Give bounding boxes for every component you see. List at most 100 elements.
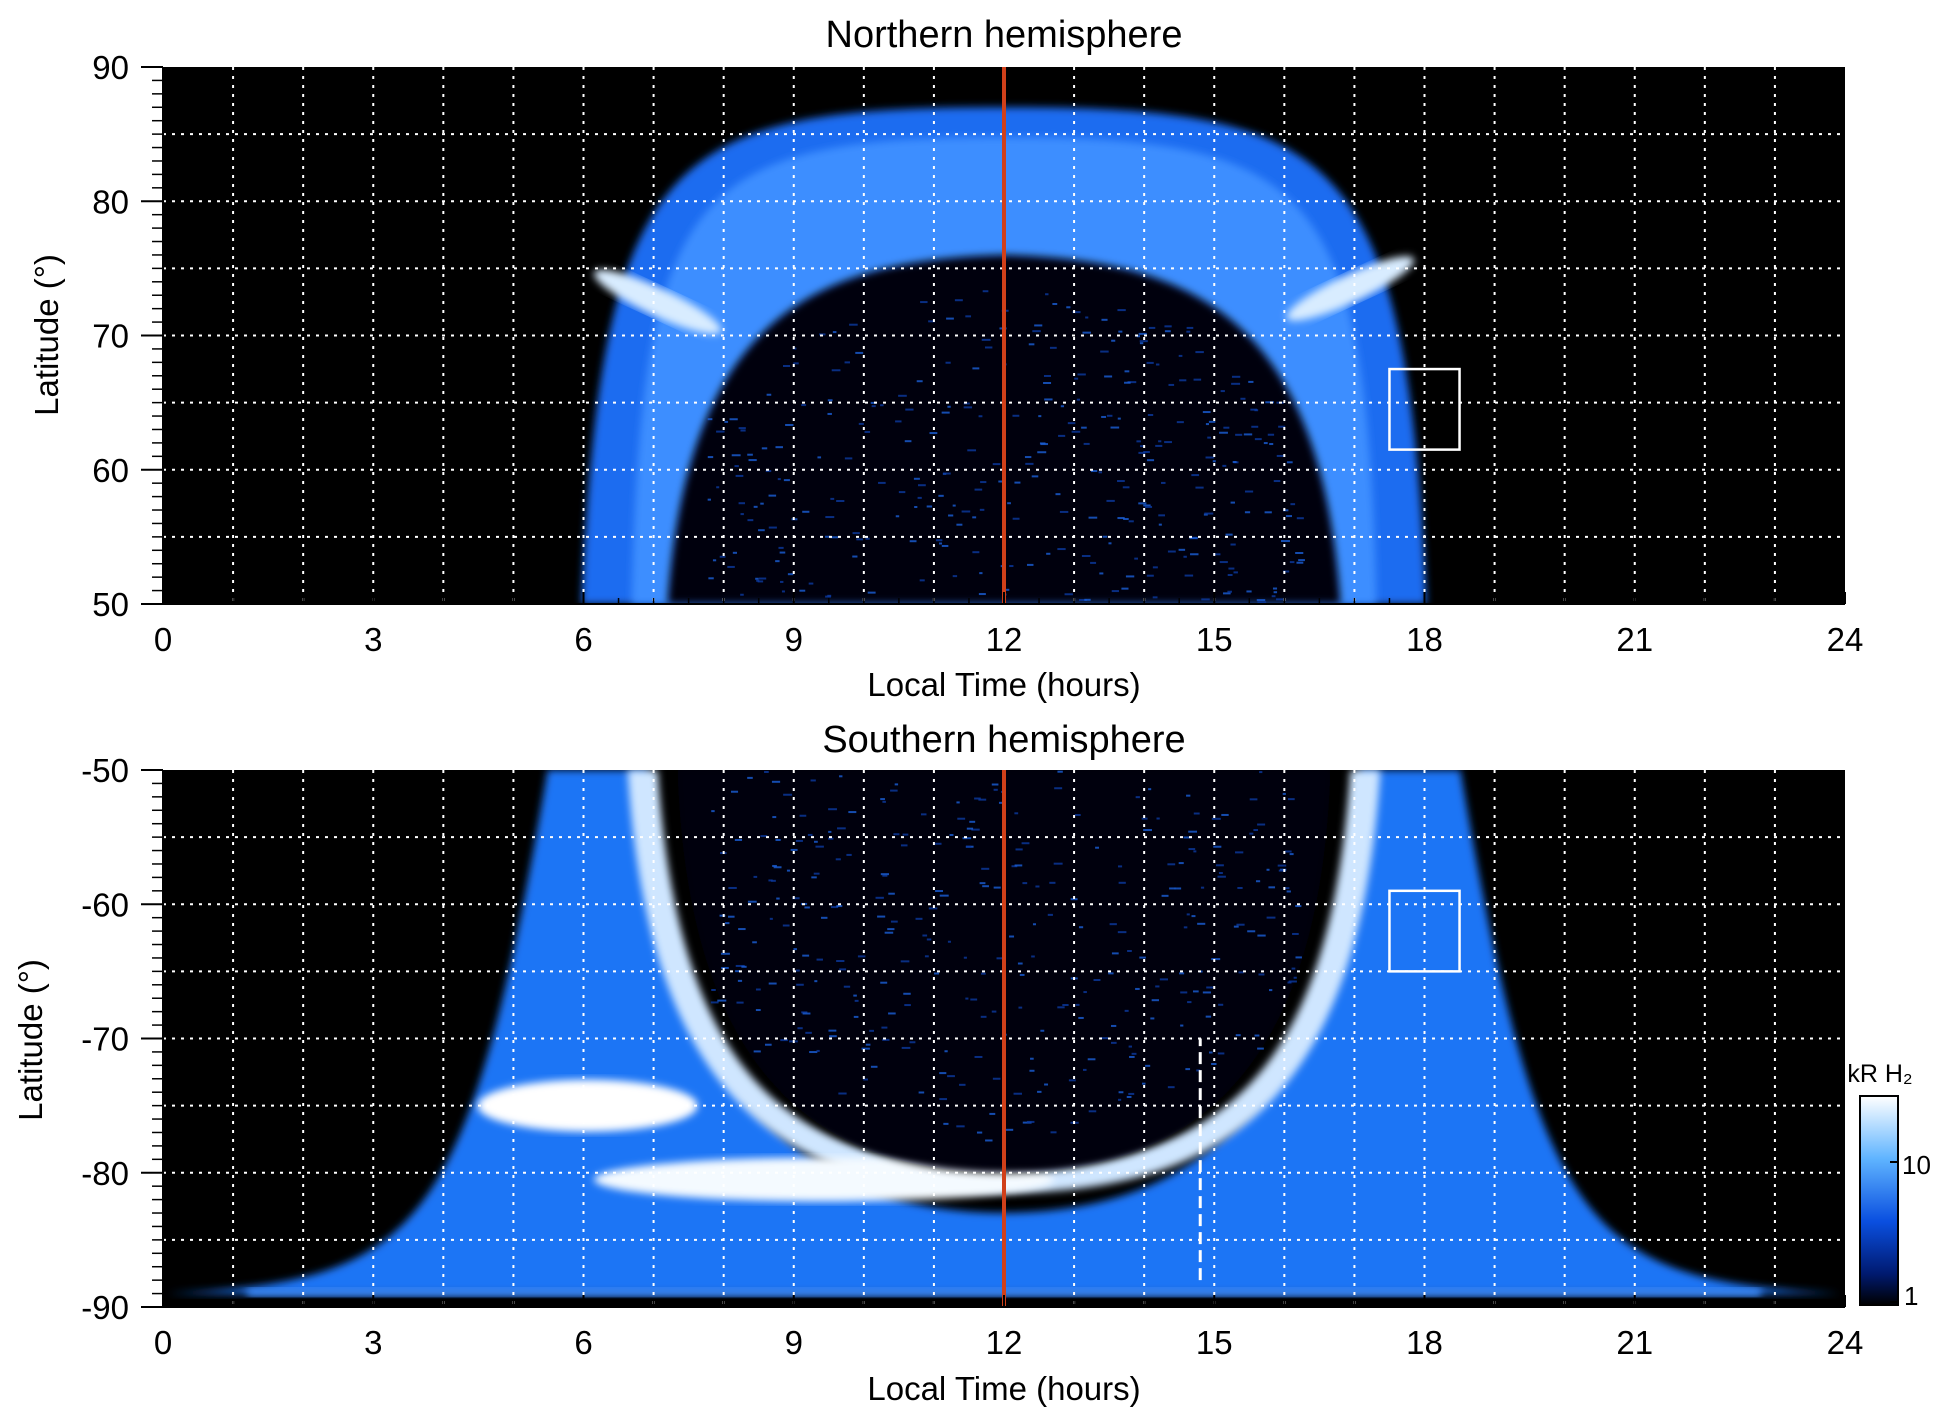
- speckle: [956, 801, 960, 804]
- speckle: [1038, 415, 1042, 418]
- speckle: [1164, 325, 1172, 328]
- speckle: [1227, 573, 1233, 576]
- speckle: [1009, 935, 1015, 938]
- speckle: [1296, 517, 1304, 520]
- speckle: [1282, 792, 1286, 795]
- speckle: [1243, 433, 1253, 436]
- speckle: [772, 816, 777, 819]
- speckle: [877, 915, 886, 918]
- speckle: [719, 914, 726, 917]
- speckle: [1043, 374, 1051, 377]
- speckle: [814, 980, 818, 983]
- speckle: [871, 405, 876, 408]
- speckle: [1286, 461, 1293, 464]
- speckle: [1283, 509, 1289, 512]
- y-axis-label: Latitude (°): [28, 254, 65, 416]
- speckle: [880, 798, 885, 801]
- speckle: [1180, 991, 1188, 994]
- speckle: [979, 508, 985, 511]
- speckle: [828, 837, 834, 840]
- speckle: [890, 920, 898, 923]
- speckle: [801, 1011, 808, 1014]
- speckle: [1287, 981, 1292, 984]
- speckle: [1131, 1052, 1137, 1055]
- speckle: [1211, 958, 1221, 961]
- speckle: [730, 790, 739, 793]
- speckle: [1077, 373, 1086, 376]
- speckle: [1028, 343, 1035, 346]
- speckle: [1085, 316, 1089, 319]
- y-tick-label: 60: [92, 452, 129, 489]
- speckle: [1026, 1120, 1035, 1123]
- speckle: [1017, 962, 1023, 965]
- speckle: [1191, 474, 1200, 477]
- speckle: [761, 447, 768, 450]
- speckle: [944, 1050, 948, 1053]
- speckle: [1158, 523, 1162, 526]
- speckle: [1186, 913, 1190, 916]
- speckle: [1215, 864, 1224, 867]
- x-tick-label: 18: [1406, 621, 1443, 658]
- x-tick-label: 24: [1827, 621, 1864, 658]
- speckle: [1249, 798, 1258, 801]
- speckle: [1032, 330, 1041, 333]
- speckle: [1040, 443, 1049, 446]
- speckle: [825, 516, 835, 519]
- speckle: [991, 783, 999, 786]
- speckle: [1088, 1110, 1097, 1113]
- speckle: [795, 839, 803, 842]
- speckle: [881, 1026, 888, 1029]
- speckle: [793, 362, 799, 365]
- speckle: [1095, 846, 1100, 849]
- speckle: [1025, 462, 1034, 465]
- speckle: [974, 1055, 983, 1058]
- x-tick-label: 0: [154, 621, 172, 658]
- speckle: [1122, 486, 1130, 489]
- speckle: [1108, 542, 1112, 545]
- speckle: [981, 972, 986, 975]
- speckle: [970, 998, 978, 1001]
- speckle: [1227, 590, 1233, 593]
- speckle: [1014, 864, 1023, 867]
- speckle: [1183, 926, 1188, 929]
- speckle: [769, 917, 773, 920]
- speckle: [1197, 922, 1206, 925]
- speckle: [1211, 817, 1221, 820]
- speckle: [890, 789, 898, 792]
- y-tick-label: 80: [92, 183, 129, 220]
- speckle: [1059, 510, 1069, 513]
- speckle: [1067, 422, 1076, 425]
- speckle: [1240, 397, 1246, 400]
- speckle: [979, 882, 986, 885]
- speckle: [765, 470, 772, 473]
- x-tick-label: 3: [364, 1324, 382, 1361]
- speckle: [827, 399, 833, 402]
- speckle: [787, 573, 794, 576]
- speckle: [1192, 990, 1199, 993]
- speckle: [716, 486, 720, 489]
- speckle: [1184, 574, 1194, 577]
- speckle: [992, 463, 1001, 466]
- y-tick-label: 70: [92, 318, 129, 355]
- speckle: [712, 559, 717, 562]
- speckle: [934, 842, 942, 845]
- speckle: [1135, 796, 1140, 799]
- speckle: [1053, 862, 1063, 865]
- speckle: [719, 555, 726, 558]
- speckle: [836, 500, 845, 503]
- speckle: [816, 958, 823, 961]
- speckle: [981, 867, 990, 870]
- speckle: [1155, 363, 1160, 366]
- speckle: [837, 827, 846, 830]
- speckle: [848, 811, 857, 814]
- speckle: [1009, 565, 1014, 568]
- speckle: [1244, 511, 1251, 514]
- speckle: [1110, 1041, 1117, 1044]
- speckle: [1076, 398, 1081, 401]
- speckle: [1238, 971, 1244, 974]
- speckle: [802, 510, 810, 513]
- speckle: [1176, 421, 1184, 424]
- speckle: [1125, 575, 1135, 578]
- speckle: [1117, 309, 1126, 312]
- speckle: [1168, 383, 1175, 386]
